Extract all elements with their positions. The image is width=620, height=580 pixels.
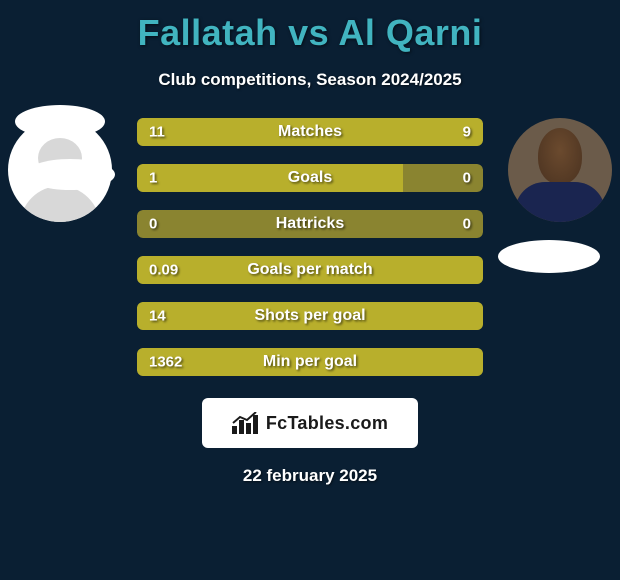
bar-label: Goals — [137, 169, 483, 187]
stat-bar-row: Min per goal1362 — [137, 348, 483, 376]
bar-value-right: 0 — [463, 216, 471, 233]
bar-label: Matches — [137, 123, 483, 141]
bar-value-left: 0.09 — [149, 262, 178, 279]
content-area: Matches119Goals10Hattricks00Goals per ma… — [0, 118, 620, 376]
bar-label: Goals per match — [137, 261, 483, 279]
bar-value-left: 1 — [149, 170, 157, 187]
stat-bar-row: Matches11 9 — [137, 118, 483, 146]
avatar-right — [508, 118, 612, 222]
watermark-text: FcTables.com — [266, 413, 388, 434]
subtitle: Club competitions, Season 2024/2025 — [158, 70, 461, 90]
bar-label: Min per goal — [137, 353, 483, 371]
page-title: Fallatah vs Al Qarni — [138, 12, 483, 54]
bar-value-left: 11 — [149, 124, 165, 141]
stat-bar-row: Goals1 0 — [137, 164, 483, 192]
bar-label: Shots per goal — [137, 307, 483, 325]
bar-label: Hattricks — [137, 215, 483, 233]
comparison-card: Fallatah vs Al Qarni Club competitions, … — [0, 0, 620, 580]
bar-value-left: 0 — [149, 216, 157, 233]
date-stamp: 22 february 2025 — [243, 466, 377, 486]
stat-bars: Matches119Goals10Hattricks00Goals per ma… — [137, 118, 483, 376]
watermark: FcTables.com — [202, 398, 418, 448]
bar-value-left: 14 — [149, 308, 166, 325]
watermark-icon — [232, 412, 258, 434]
stat-bar-row: Shots per goal14 — [137, 302, 483, 330]
club-badge-right-1 — [498, 240, 600, 273]
club-badge-left-2 — [25, 159, 115, 190]
bar-value-left: 1362 — [149, 354, 182, 371]
stat-bar-row: Hattricks0 0 — [137, 210, 483, 238]
bar-value-right: 0 — [463, 170, 471, 187]
stat-bar-row: Goals per match0.09 — [137, 256, 483, 284]
bar-value-right: 9 — [463, 124, 471, 141]
